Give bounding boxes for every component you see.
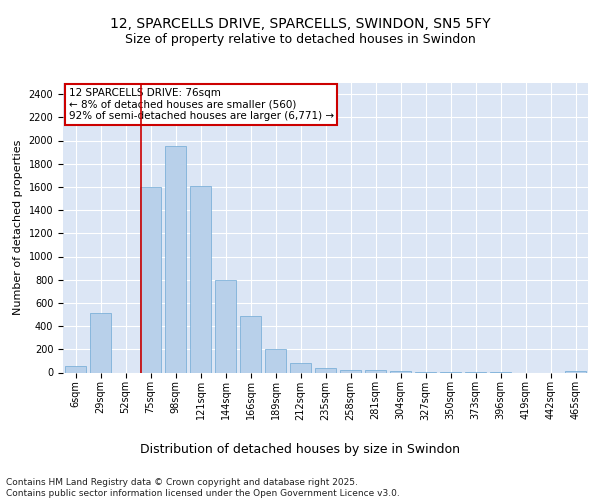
Bar (215, 280, 236, 372)
Bar (290, 362, 311, 372)
Bar (565, 371, 586, 372)
Text: 12, SPARCELLS DRIVE, SPARCELLS, SWINDON, SN5 5FY: 12, SPARCELLS DRIVE, SPARCELLS, SWINDON,… (110, 18, 490, 32)
Text: Contains HM Land Registry data © Crown copyright and database right 2025.
Contai: Contains HM Land Registry data © Crown c… (6, 478, 400, 498)
Bar (240, 316, 261, 372)
Text: Size of property relative to detached houses in Swindon: Size of property relative to detached ho… (125, 32, 475, 46)
Bar (365, 370, 386, 372)
Bar (340, 370, 361, 372)
Text: 12 SPARCELLS DRIVE: 76sqm
← 8% of detached houses are smaller (560)
92% of semi-: 12 SPARCELLS DRIVE: 76sqm ← 8% of detach… (68, 88, 334, 122)
Y-axis label: Number of detached properties: Number of detached properties (13, 140, 23, 315)
Bar (65, 366, 86, 372)
Bar (165, 146, 186, 372)
Bar (190, 186, 211, 372)
Bar (265, 350, 286, 372)
Bar (90, 314, 111, 372)
Bar (140, 187, 161, 372)
Bar (315, 368, 336, 372)
Text: Distribution of detached houses by size in Swindon: Distribution of detached houses by size … (140, 442, 460, 456)
